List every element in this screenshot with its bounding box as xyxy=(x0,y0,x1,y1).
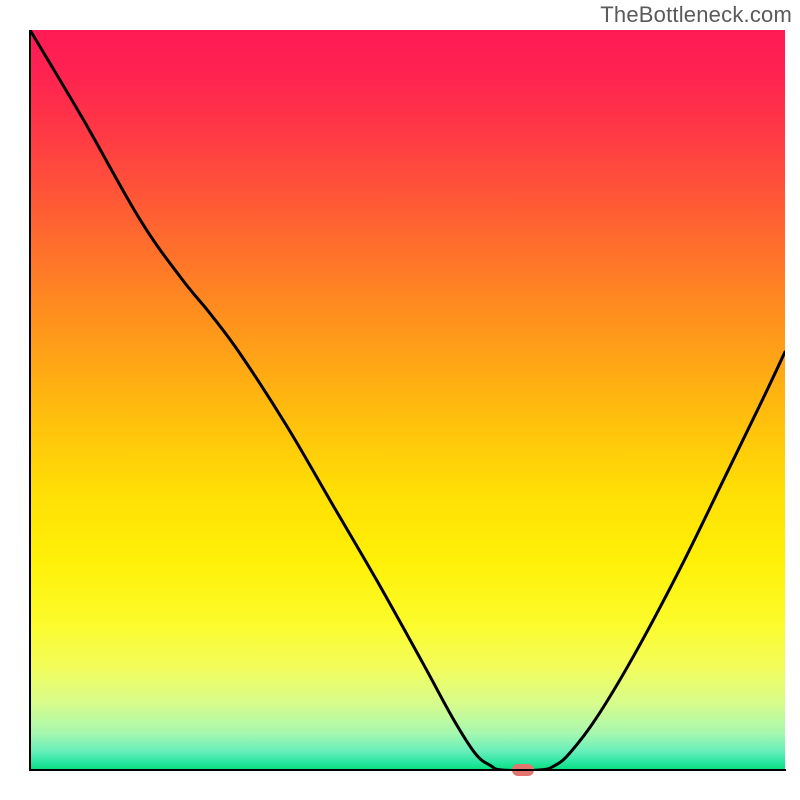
chart-container xyxy=(30,30,785,770)
watermark-text: TheBottleneck.com xyxy=(600,2,792,28)
chart-curve xyxy=(30,30,785,770)
x-axis xyxy=(29,769,786,771)
y-axis xyxy=(29,30,31,771)
